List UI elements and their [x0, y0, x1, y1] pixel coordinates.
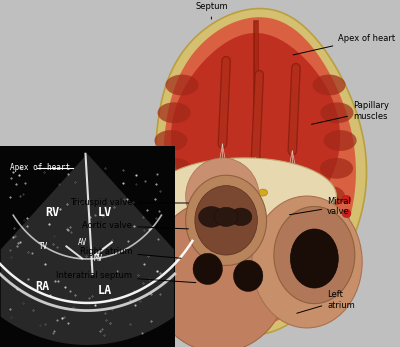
- Text: Septum: Septum: [195, 2, 228, 19]
- Text: TV: TV: [39, 242, 48, 251]
- Ellipse shape: [154, 130, 188, 151]
- Ellipse shape: [312, 75, 346, 95]
- Ellipse shape: [149, 200, 289, 347]
- Ellipse shape: [274, 206, 355, 304]
- Text: LA: LA: [98, 284, 112, 297]
- Text: Apex of heart: Apex of heart: [293, 34, 395, 55]
- Ellipse shape: [152, 158, 336, 234]
- Text: MV: MV: [93, 254, 102, 263]
- Ellipse shape: [290, 229, 338, 288]
- Ellipse shape: [252, 196, 362, 328]
- Ellipse shape: [166, 75, 198, 95]
- Text: Interatrial septum: Interatrial septum: [56, 271, 196, 282]
- Ellipse shape: [186, 158, 259, 234]
- Ellipse shape: [214, 207, 238, 227]
- Text: LV: LV: [98, 206, 112, 219]
- Text: Left
atrium: Left atrium: [297, 290, 355, 313]
- Ellipse shape: [197, 189, 234, 210]
- Ellipse shape: [258, 189, 268, 196]
- Ellipse shape: [195, 186, 257, 255]
- Polygon shape: [155, 9, 366, 335]
- Circle shape: [342, 209, 351, 218]
- Text: Tricuspid valve: Tricuspid valve: [70, 198, 188, 208]
- Ellipse shape: [198, 206, 224, 227]
- Polygon shape: [171, 33, 340, 241]
- FancyBboxPatch shape: [0, 146, 175, 347]
- Ellipse shape: [166, 186, 199, 206]
- Text: Aortic valve: Aortic valve: [82, 221, 188, 230]
- Ellipse shape: [312, 186, 345, 206]
- Ellipse shape: [324, 130, 357, 151]
- Ellipse shape: [158, 158, 191, 179]
- Text: Apex of heart: Apex of heart: [10, 163, 71, 172]
- Text: RV: RV: [45, 206, 60, 219]
- Text: RA: RA: [35, 280, 49, 293]
- Ellipse shape: [186, 175, 266, 265]
- Text: AV: AV: [78, 238, 87, 247]
- Ellipse shape: [236, 175, 246, 182]
- Text: Mitral
valve: Mitral valve: [290, 197, 351, 216]
- Ellipse shape: [320, 158, 353, 179]
- Ellipse shape: [158, 102, 191, 123]
- Polygon shape: [163, 17, 356, 326]
- Ellipse shape: [230, 208, 252, 226]
- Polygon shape: [1, 154, 174, 345]
- Ellipse shape: [234, 260, 263, 291]
- Ellipse shape: [320, 102, 354, 123]
- Text: Papillary
muscles: Papillary muscles: [312, 101, 389, 124]
- Text: Right atrium: Right atrium: [80, 247, 181, 258]
- Circle shape: [342, 195, 351, 204]
- Ellipse shape: [193, 253, 222, 285]
